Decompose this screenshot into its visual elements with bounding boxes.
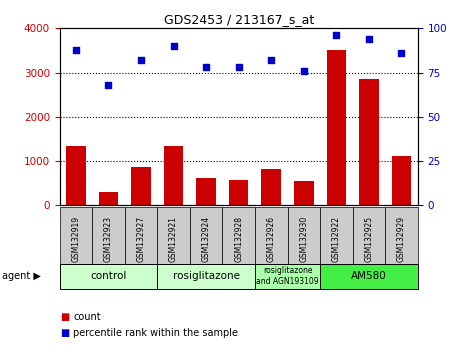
Text: count: count (73, 312, 101, 322)
Text: GSM132919: GSM132919 (72, 216, 80, 262)
Text: GSM132927: GSM132927 (136, 216, 146, 262)
Text: control: control (90, 271, 127, 281)
Text: AM580: AM580 (351, 271, 387, 281)
Point (235, 64, 242, 70)
Point (137, 57, 145, 63)
Bar (66, 145, 86, 205)
Text: rosiglitazone
and AGN193109: rosiglitazone and AGN193109 (256, 267, 319, 286)
Point (398, 50, 405, 56)
Bar (99, 192, 118, 205)
Text: GSM132921: GSM132921 (169, 216, 178, 262)
Bar (229, 180, 248, 205)
Point (365, 36, 373, 42)
Text: agent ▶: agent ▶ (2, 271, 41, 281)
Text: ■: ■ (60, 328, 69, 338)
Text: ■: ■ (60, 312, 69, 322)
Text: GSM132922: GSM132922 (332, 216, 341, 262)
Text: GSM132926: GSM132926 (267, 216, 276, 262)
Text: GSM132929: GSM132929 (397, 216, 406, 262)
Text: GSM132924: GSM132924 (202, 216, 211, 262)
Bar (164, 145, 183, 205)
Point (333, 33, 340, 38)
Title: GDS2453 / 213167_s_at: GDS2453 / 213167_s_at (163, 13, 314, 26)
Text: GSM132925: GSM132925 (364, 216, 373, 262)
Text: percentile rank within the sample: percentile rank within the sample (73, 328, 238, 338)
Bar (359, 79, 379, 205)
Bar (196, 178, 216, 205)
Bar (131, 167, 151, 205)
Text: GSM132930: GSM132930 (299, 216, 308, 262)
Text: rosiglitazone: rosiglitazone (173, 271, 240, 281)
Bar (326, 51, 346, 205)
Text: GSM132923: GSM132923 (104, 216, 113, 262)
Point (300, 68, 308, 74)
Bar (392, 156, 411, 205)
Point (105, 82, 112, 88)
Text: GSM132928: GSM132928 (234, 216, 243, 262)
Bar (294, 181, 313, 205)
Point (268, 57, 275, 63)
Bar (262, 169, 281, 205)
Point (170, 43, 177, 49)
Point (202, 64, 210, 70)
Point (72, 47, 79, 52)
